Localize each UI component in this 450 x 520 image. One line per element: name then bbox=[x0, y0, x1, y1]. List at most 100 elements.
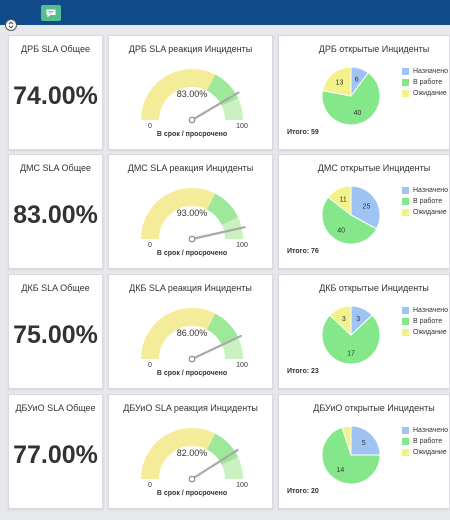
legend-item-waiting[interactable]: Ожидание bbox=[402, 207, 448, 218]
pie-slice-label: 3 bbox=[342, 316, 346, 323]
legend-item-assigned[interactable]: Назначено bbox=[402, 425, 448, 436]
gauge-band-green bbox=[206, 433, 239, 465]
pie-slice-label: 14 bbox=[337, 467, 345, 474]
legend-label: Ожидание bbox=[413, 209, 447, 216]
legend-item-in-work[interactable]: В работе bbox=[402, 196, 448, 207]
pie-slice-waiting[interactable] bbox=[321, 66, 352, 97]
pie-slice-in-work[interactable] bbox=[321, 196, 378, 245]
gauge-needle bbox=[190, 334, 242, 361]
pie-total: Итого: 23 bbox=[287, 368, 319, 375]
gauge-caption: В срок / просрочено bbox=[157, 370, 227, 377]
legend-swatch bbox=[402, 79, 409, 86]
pie-total: Итого: 76 bbox=[287, 248, 319, 255]
gauge-band-yellow bbox=[141, 427, 216, 479]
pie-slice-assigned[interactable] bbox=[350, 185, 381, 230]
pie-chart: 6 40 13 bbox=[321, 66, 381, 126]
sla-overall-title: ДКБ SLA Общее bbox=[21, 283, 90, 293]
gauge-band-yellow bbox=[141, 307, 216, 359]
gauge-caption: В срок / просрочено bbox=[157, 131, 227, 138]
gauge-needle-hub bbox=[188, 475, 196, 483]
pie-slice-label: 40 bbox=[337, 228, 345, 235]
gauge-max-label: 100 bbox=[236, 482, 248, 489]
sla-overall-tile: ДРБ SLA Общее 74.00% bbox=[8, 35, 103, 150]
legend-item-in-work[interactable]: В работе bbox=[402, 77, 448, 88]
gauge-needle-hub bbox=[188, 355, 196, 363]
legend-swatch bbox=[402, 438, 409, 445]
sla-reaction-gauge-tile: ДБУиО SLA реакция Инциденты 82.00% 0 100 В с… bbox=[108, 394, 273, 509]
legend-label: В работе bbox=[413, 198, 443, 205]
pie-slice-waiting[interactable] bbox=[327, 185, 352, 217]
legend-swatch bbox=[402, 68, 409, 75]
sla-overall-tile: ДБУиО SLA Общее 77.00% bbox=[8, 394, 103, 509]
gauge-min-label: 0 bbox=[148, 242, 152, 249]
legend-item-waiting[interactable]: Ожидание bbox=[402, 88, 448, 99]
gauge-title: ДМС SLA реакция Инциденты bbox=[127, 163, 254, 173]
gauge-needle-hub bbox=[188, 235, 196, 243]
gauge-max-label: 100 bbox=[236, 242, 248, 249]
gauge-title: ДБУиО SLA реакция Инциденты bbox=[123, 403, 258, 413]
gauge-value: 93.00% bbox=[177, 208, 208, 218]
legend-item-waiting[interactable]: Ожидание bbox=[402, 447, 448, 458]
gauge-value: 83.00% bbox=[177, 89, 208, 99]
pie-slice-in-work[interactable] bbox=[321, 314, 381, 365]
gauge-caption: В срок / просрочено bbox=[157, 250, 227, 257]
sla-overall-title: ДМС SLA Общее bbox=[19, 163, 92, 173]
legend-label: В работе bbox=[413, 318, 443, 325]
pie-chart: 5 14 bbox=[321, 425, 381, 485]
gauge-chart: 83.00% 0 100 В срок / просрочено bbox=[141, 68, 248, 138]
gauge-needle bbox=[190, 91, 240, 122]
legend-item-assigned[interactable]: Назначено bbox=[402, 305, 448, 316]
open-incidents-pie-tile: ДБУиО открытые Инциденты 5 14 Назначено В ра… bbox=[278, 394, 450, 509]
page-bottom bbox=[0, 515, 450, 520]
legend-swatch bbox=[402, 90, 409, 97]
gauge-chart: 93.00% 0 100 В срок / просрочено bbox=[141, 187, 248, 257]
gauge-needle bbox=[190, 226, 246, 241]
legend-item-assigned[interactable]: Назначено bbox=[402, 185, 448, 196]
gauge-band-green bbox=[206, 313, 239, 345]
gauge-title: ДРБ SLA реакция Инциденты bbox=[128, 44, 253, 54]
pie-slice-in-work[interactable] bbox=[321, 72, 381, 126]
pie-slice-label: 5 bbox=[362, 440, 366, 447]
pie-slice-label: 13 bbox=[336, 80, 344, 87]
pie-slice-label: 25 bbox=[363, 203, 371, 210]
gauge-value: 86.00% bbox=[177, 328, 208, 338]
pie-slice-label: 11 bbox=[339, 196, 346, 203]
sla-reaction-gauge-tile: ДМС SLA реакция Инциденты 93.00% 0 100 В сро… bbox=[108, 154, 273, 269]
gauge-band-light-green bbox=[221, 457, 243, 479]
legend-label: Назначено bbox=[413, 427, 448, 434]
legend-item-in-work[interactable]: В работе bbox=[402, 436, 448, 447]
collapse-button[interactable] bbox=[5, 19, 17, 31]
sla-overall-value: 74.00% bbox=[13, 82, 98, 110]
pie-total: Итого: 59 bbox=[287, 129, 319, 136]
gauge-caption: В срок / просрочено bbox=[157, 490, 227, 497]
legend-item-in-work[interactable]: В работе bbox=[402, 316, 448, 327]
pie-chart: 3 17 3 bbox=[321, 305, 381, 365]
sla-overall-value: 75.00% bbox=[13, 321, 98, 349]
sla-overall-value: 83.00% bbox=[13, 201, 98, 229]
chat-button[interactable] bbox=[41, 5, 61, 21]
pie-slice-label: 3 bbox=[356, 316, 360, 323]
gauge-band-light-green bbox=[221, 217, 243, 239]
pie-slice-waiting[interactable] bbox=[329, 305, 352, 337]
sla-overall-title: ДБУиО SLA Общее bbox=[15, 403, 96, 413]
pie-slice-in-work[interactable] bbox=[321, 426, 381, 485]
legend-swatch bbox=[402, 187, 409, 194]
legend-label: Назначено bbox=[413, 68, 448, 75]
gauge-band-yellow bbox=[141, 68, 216, 120]
legend-label: Ожидание bbox=[413, 90, 447, 97]
gauge-band-yellow bbox=[141, 187, 216, 239]
pie-slice-assigned[interactable] bbox=[350, 425, 381, 456]
pie-chart: 25 40 11 bbox=[321, 185, 381, 245]
chevron-up-down-icon bbox=[8, 21, 14, 29]
legend-label: Ожидание bbox=[413, 449, 447, 456]
pie-slice-waiting[interactable] bbox=[341, 425, 352, 456]
gauge-title: ДКБ SLA реакция Инциденты bbox=[129, 283, 252, 293]
open-incidents-pie-tile: ДРБ открытые Инциденты 6 40 13 Назначено В ра… bbox=[278, 35, 450, 150]
legend-swatch bbox=[402, 307, 409, 314]
pie-title: ДКБ открытые Инциденты bbox=[319, 283, 429, 293]
sla-overall-title: ДРБ SLA Общее bbox=[21, 44, 90, 54]
legend-item-assigned[interactable]: Назначено bbox=[402, 66, 448, 77]
legend-label: Назначено bbox=[413, 307, 448, 314]
legend-item-waiting[interactable]: Ожидание bbox=[402, 327, 448, 338]
legend-swatch bbox=[402, 449, 409, 456]
